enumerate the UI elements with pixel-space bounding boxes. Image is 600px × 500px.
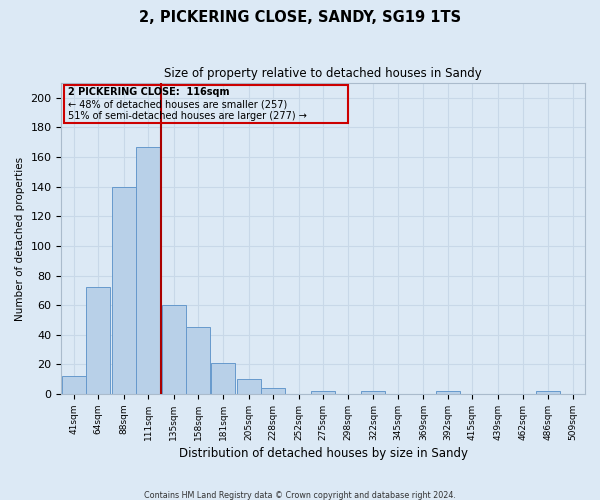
Bar (261, 388, 285, 394)
Text: Contains HM Land Registry data © Crown copyright and database right 2024.: Contains HM Land Registry data © Crown c… (144, 490, 456, 500)
Bar (62, 376, 86, 394)
Bar (187, 328, 211, 394)
Text: 2 PICKERING CLOSE:  116sqm: 2 PICKERING CLOSE: 116sqm (68, 88, 229, 98)
Text: 2, PICKERING CLOSE, SANDY, SG19 1TS: 2, PICKERING CLOSE, SANDY, SG19 1TS (139, 10, 461, 25)
Text: ← 48% of detached houses are smaller (257): ← 48% of detached houses are smaller (25… (68, 100, 287, 110)
X-axis label: Distribution of detached houses by size in Sandy: Distribution of detached houses by size … (179, 447, 468, 460)
Y-axis label: Number of detached properties: Number of detached properties (15, 156, 25, 320)
Bar (112, 186, 136, 394)
Title: Size of property relative to detached houses in Sandy: Size of property relative to detached ho… (164, 68, 482, 80)
Bar (64, 84, 348, 123)
Bar (536, 391, 560, 394)
Bar (361, 391, 385, 394)
Bar (162, 305, 186, 394)
Bar (136, 146, 160, 394)
Bar (211, 363, 235, 394)
Bar (311, 391, 335, 394)
Text: 51% of semi-detached houses are larger (277) →: 51% of semi-detached houses are larger (… (68, 111, 307, 121)
Bar (86, 288, 110, 394)
Bar (236, 379, 260, 394)
Bar (436, 391, 460, 394)
